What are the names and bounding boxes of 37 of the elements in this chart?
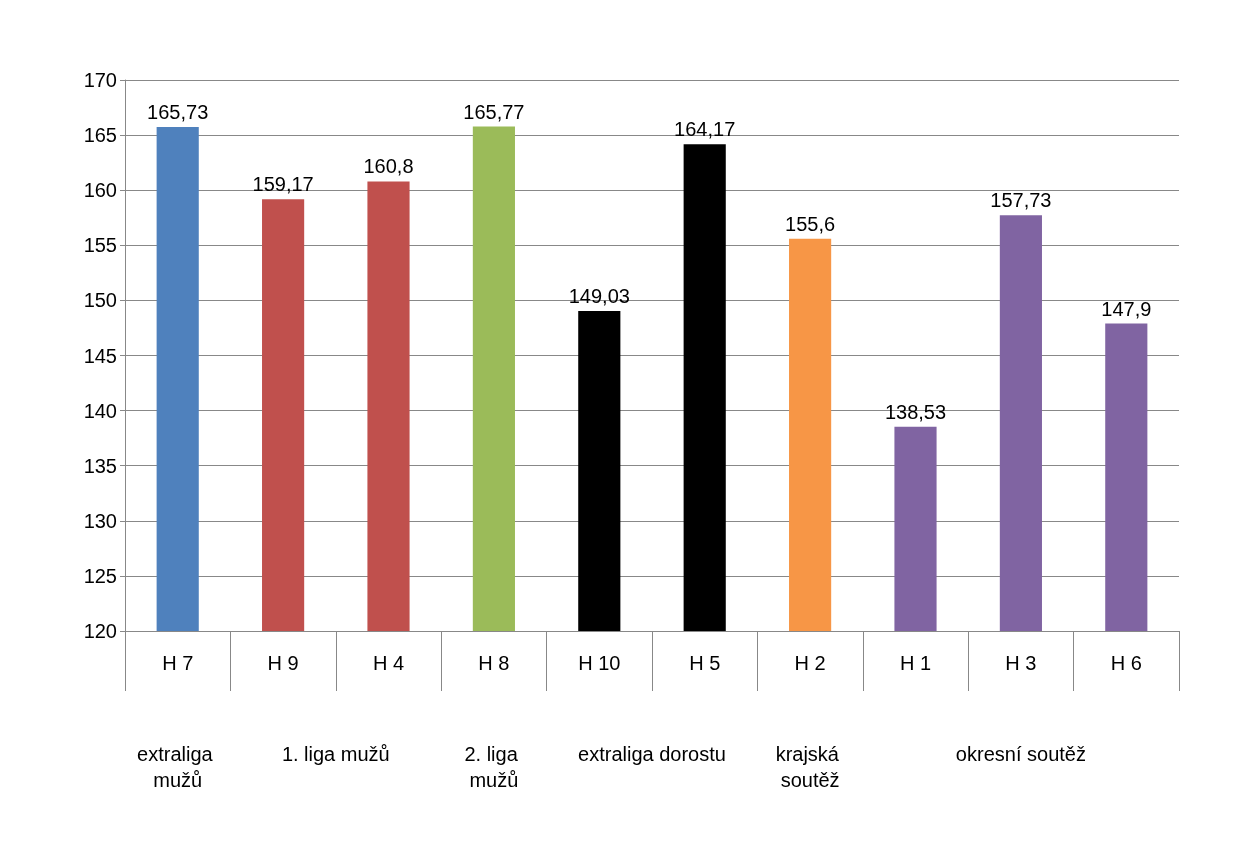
y-tick-label: 130 <box>83 509 117 532</box>
y-tick-label: 155 <box>83 234 117 257</box>
text: 2. liga mužů <box>464 743 524 791</box>
x-tick-label: H 7 <box>162 652 194 674</box>
data-label: 138,53 <box>884 400 947 423</box>
text: 1. liga mužů <box>281 743 390 765</box>
text: extraliga dorostu <box>578 743 726 765</box>
data-label: 165,77 <box>463 100 525 123</box>
y-tick-label: 160 <box>83 179 117 202</box>
data-label: 164,17 <box>674 118 736 141</box>
text: extraliga mužů <box>137 743 219 791</box>
y-tick-label: 140 <box>83 399 117 422</box>
y-tick-label: 165 <box>83 124 117 147</box>
data-label: 159,17 <box>252 173 314 196</box>
x-tick-label: H 8 <box>478 652 510 674</box>
y-tick-label: 125 <box>83 564 117 587</box>
x-tick-label: H 2 <box>794 652 826 674</box>
x-tick-label: H 5 <box>689 652 721 674</box>
text: okresní soutěž <box>955 743 1086 765</box>
data-label: 147,9 <box>1101 297 1152 320</box>
data-label: 149,03 <box>568 285 630 308</box>
y-tick-label: 170 <box>83 69 117 91</box>
x-tick-label: H 9 <box>267 652 299 674</box>
x-tick-label: H 10 <box>578 652 621 674</box>
x-tick-label: H 1 <box>899 652 932 674</box>
y-tick-label: 120 <box>83 620 117 642</box>
y-tick-label: 145 <box>83 344 117 367</box>
data-label: 155,6 <box>785 212 836 235</box>
x-tick-label: H 4 <box>372 652 405 674</box>
text: krajská soutěž <box>775 743 845 791</box>
y-tick-label: 135 <box>83 454 117 477</box>
x-tick-label: H 6 <box>1110 652 1142 674</box>
x-tick-label: H 3 <box>1005 652 1037 674</box>
data-label: 160,8 <box>363 155 414 178</box>
y-tick-label: 150 <box>83 289 117 312</box>
data-label: 165,73 <box>147 101 209 124</box>
data-label: 157,73 <box>990 189 1052 212</box>
